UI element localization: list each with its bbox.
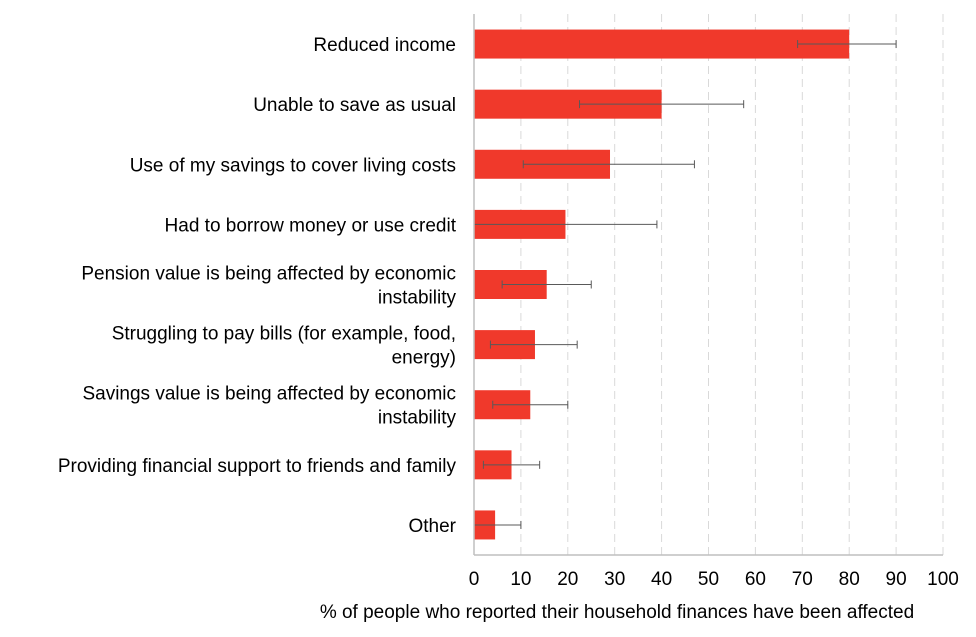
error-bar-2 — [579, 100, 745, 109]
x-tick-label-100: 100 — [927, 569, 959, 590]
category-label-line: Savings value is being affected by econo… — [82, 384, 456, 405]
category-label-7: Savings value is being affected by econo… — [82, 384, 456, 429]
x-tick-label-40: 40 — [651, 569, 672, 590]
category-label-line: energy) — [392, 348, 456, 369]
x-tick-labels: 0 10 20 30 40 50 60 70 80 90 100 — [469, 569, 959, 590]
axes — [473, 14, 943, 556]
category-label-5: Pension value is being affected by econo… — [81, 264, 456, 309]
category-label-line: Unable to save as usual — [253, 95, 456, 116]
category-label-line: Struggling to pay bills (for example, fo… — [112, 324, 456, 345]
category-label-line: Reduced income — [313, 35, 456, 56]
error-bar-6 — [489, 340, 578, 349]
category-labels: Reduced income Unable to save as usual Use… — [58, 35, 457, 537]
x-tick-label-10: 10 — [510, 569, 531, 590]
x-tick-label-80: 80 — [839, 569, 860, 590]
error-bar-3 — [522, 160, 695, 169]
category-label-line: Use of my savings to cover living costs — [130, 155, 456, 176]
x-tick-label-90: 90 — [886, 569, 907, 590]
x-tick-label-70: 70 — [792, 569, 813, 590]
x-tick-label-30: 30 — [604, 569, 625, 590]
category-label-3: Use of my savings to cover living costs — [130, 155, 456, 176]
category-label-line: Pension value is being affected by econo… — [81, 264, 456, 285]
category-label-2: Unable to save as usual — [253, 95, 456, 116]
error-bars — [473, 40, 897, 529]
bar-1 — [474, 29, 850, 59]
category-label-9: Other — [408, 516, 456, 537]
x-tick-label-0: 0 — [469, 569, 480, 590]
error-bar-5 — [501, 280, 592, 289]
category-label-line: instability — [378, 408, 457, 429]
category-label-8: Providing financial support to friends a… — [58, 456, 457, 477]
error-bar-8 — [482, 460, 541, 469]
category-label-line: Other — [408, 516, 456, 537]
error-bar-1 — [797, 40, 897, 49]
x-tick-label-20: 20 — [557, 569, 578, 590]
category-label-line: Providing financial support to friends a… — [58, 456, 457, 477]
category-label-1: Reduced income — [313, 35, 456, 56]
error-bar-7 — [492, 400, 569, 409]
category-label-4: Had to borrow money or use credit — [165, 215, 457, 236]
x-tick-label-50: 50 — [698, 569, 719, 590]
category-label-line: instability — [378, 288, 457, 309]
category-label-6: Struggling to pay bills (for example, fo… — [112, 324, 456, 369]
x-axis-title: % of people who reported their household… — [320, 602, 914, 623]
x-tick-label-60: 60 — [745, 569, 766, 590]
category-label-line: Had to borrow money or use credit — [165, 215, 457, 236]
